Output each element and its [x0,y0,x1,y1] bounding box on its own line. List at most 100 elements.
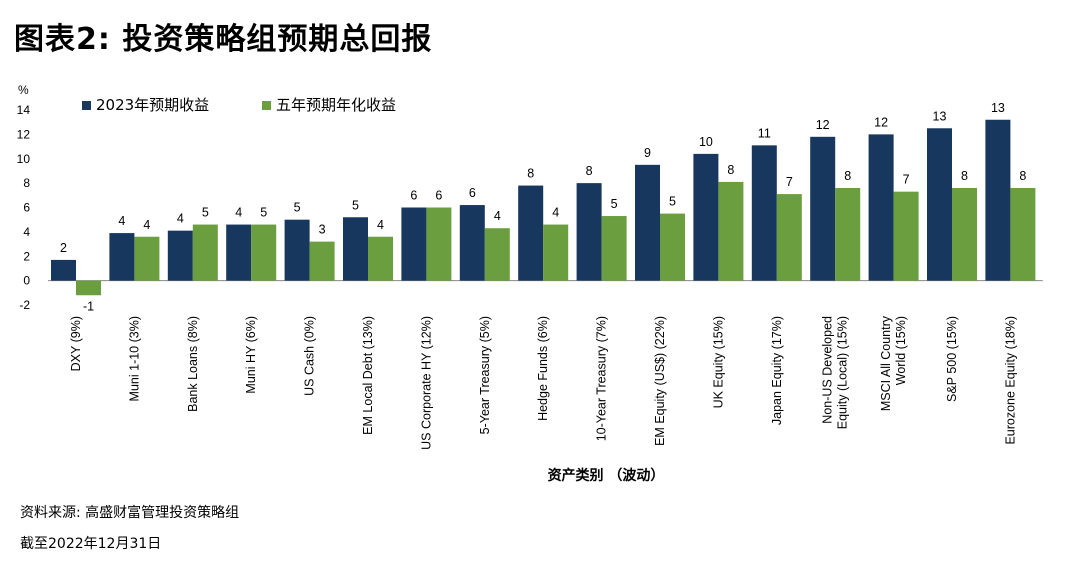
x-tick-label: EM Equity (US$) (22%) [653,316,667,446]
x-tick-label: Equity (Local) (15%) [836,316,850,429]
bar-expected-2023 [343,217,368,281]
x-tick-label: Muni HY (6%) [244,316,258,394]
bar-expected-2023 [284,219,310,281]
x-tick-label: US Corporate HY (12%) [419,316,433,450]
bar-five-year [251,224,277,281]
x-tick-label: DXY (9%) [69,316,83,371]
bar-expected-2023 [459,205,485,281]
data-label: 4 [118,214,125,228]
x-tick-label: Hedge Funds (6%) [536,316,550,421]
data-label: 8 [586,164,593,178]
legend-swatch [262,101,271,110]
bar-five-year [484,228,510,281]
bars: 2 -1 4 4 4 5 4 5 5 3 5 4 6 6 6 4 8 4 8 5 9 5 10 8 11 7 12 8 12 7 13 8 13… [51,101,1036,313]
y-tick-label: -2 [19,298,30,312]
legend-label: 五年预期年化收益 [276,96,396,114]
bar-expected-2023 [518,185,544,281]
data-label: 5 [611,197,618,211]
x-tick-label: 10-Year Treasury (7%) [595,316,609,441]
bar-five-year [718,181,744,281]
legend-swatch [82,101,91,110]
bar-five-year [134,236,160,281]
y-axis-unit: % [18,83,29,97]
data-label: 7 [903,173,910,187]
x-tick-label: Non-US Developed [821,316,835,424]
data-label: 4 [177,212,184,226]
data-label: 12 [816,118,830,132]
bar-five-year [1010,188,1036,281]
bar-expected-2023 [109,233,135,281]
data-label: 13 [933,109,947,123]
data-label: 5 [669,195,676,209]
data-label: 6 [435,189,442,203]
data-label: 6 [410,189,417,203]
data-label: 4 [494,209,501,223]
legend: 2023年预期收益 五年预期年化收益 [82,96,396,114]
data-label: 4 [377,218,384,232]
data-label: 12 [874,115,888,129]
data-label: 2 [60,241,67,255]
data-label: 11 [758,126,771,140]
bar-expected-2023 [810,136,836,281]
data-label: 4 [235,206,242,220]
data-label: 8 [1019,169,1026,183]
x-tick-label: Bank Loans (8%) [186,316,200,412]
x-tick-label: Muni 1-10 (3%) [127,316,141,401]
data-label: 5 [294,201,301,215]
bar-five-year [952,188,977,281]
bar-five-year [893,191,919,281]
bar-five-year [660,213,685,281]
y-tick-label: 2 [23,249,30,263]
data-label: 7 [786,175,793,189]
bar-expected-2023 [576,183,602,281]
y-tick-label: 0 [23,274,30,288]
bar-expected-2023 [693,153,719,281]
data-label: 8 [844,169,851,183]
data-label: 13 [991,101,1005,115]
bar-five-year [192,224,218,281]
x-tick-label: Japan Equity (17%) [770,316,784,425]
bar-five-year [309,241,335,281]
bar-five-year [835,188,861,281]
data-label: 5 [352,198,359,212]
bar-five-year [368,236,393,281]
y-tick-label: 10 [17,152,31,166]
bar-expected-2023 [401,207,427,281]
data-label: 6 [469,186,476,200]
bar-expected-2023 [927,128,952,281]
data-label: 5 [260,206,267,220]
x-tick-label: UK Equity (15%) [711,316,725,408]
bar-expected-2023 [868,134,894,281]
data-label: 3 [319,223,326,237]
data-label: 5 [202,206,209,220]
x-tick-label: US Cash (0%) [303,316,317,396]
bar-expected-2023 [167,230,193,281]
y-tick-label: 8 [23,176,30,190]
x-tick-label: Eurozone Equity (18%) [1003,316,1017,445]
source-note: 资料来源: 高盛财富管理投资策略组 [20,505,240,521]
bar-five-year [776,194,802,281]
y-tick-label: 4 [23,225,30,239]
data-label: 8 [961,169,968,183]
x-tick-label: 5-Year Treasury (5%) [478,316,492,434]
chart-title: 图表2: 投资策略组预期总回报 [14,22,433,57]
x-tick-label: World (15%) [894,316,908,385]
bar-expected-2023 [51,259,76,281]
data-label: 8 [527,167,534,181]
data-label: 9 [644,146,651,160]
bar-five-year [426,207,452,281]
data-label: -1 [83,299,94,313]
bar-five-year [76,280,101,296]
x-tick-label: S&P 500 (15%) [945,316,959,402]
bar-five-year [601,216,627,281]
x-tick-label: EM Local Debt (13%) [361,316,375,435]
bar-expected-2023 [226,224,252,281]
y-tick-label: 12 [17,127,31,141]
bar-chart: % -2 0 2 4 6 8 10 12 14 2023年预期收益 五年预期年化收益 2 -1 4 4 4… [17,83,1043,484]
data-label: 10 [699,135,713,149]
bar-expected-2023 [635,164,660,281]
x-axis-title: 资产类别 （波动） [548,467,665,484]
x-tick-label: MSCI All Country [879,315,893,411]
bar-expected-2023 [985,119,1011,281]
y-tick-label: 6 [23,201,30,215]
